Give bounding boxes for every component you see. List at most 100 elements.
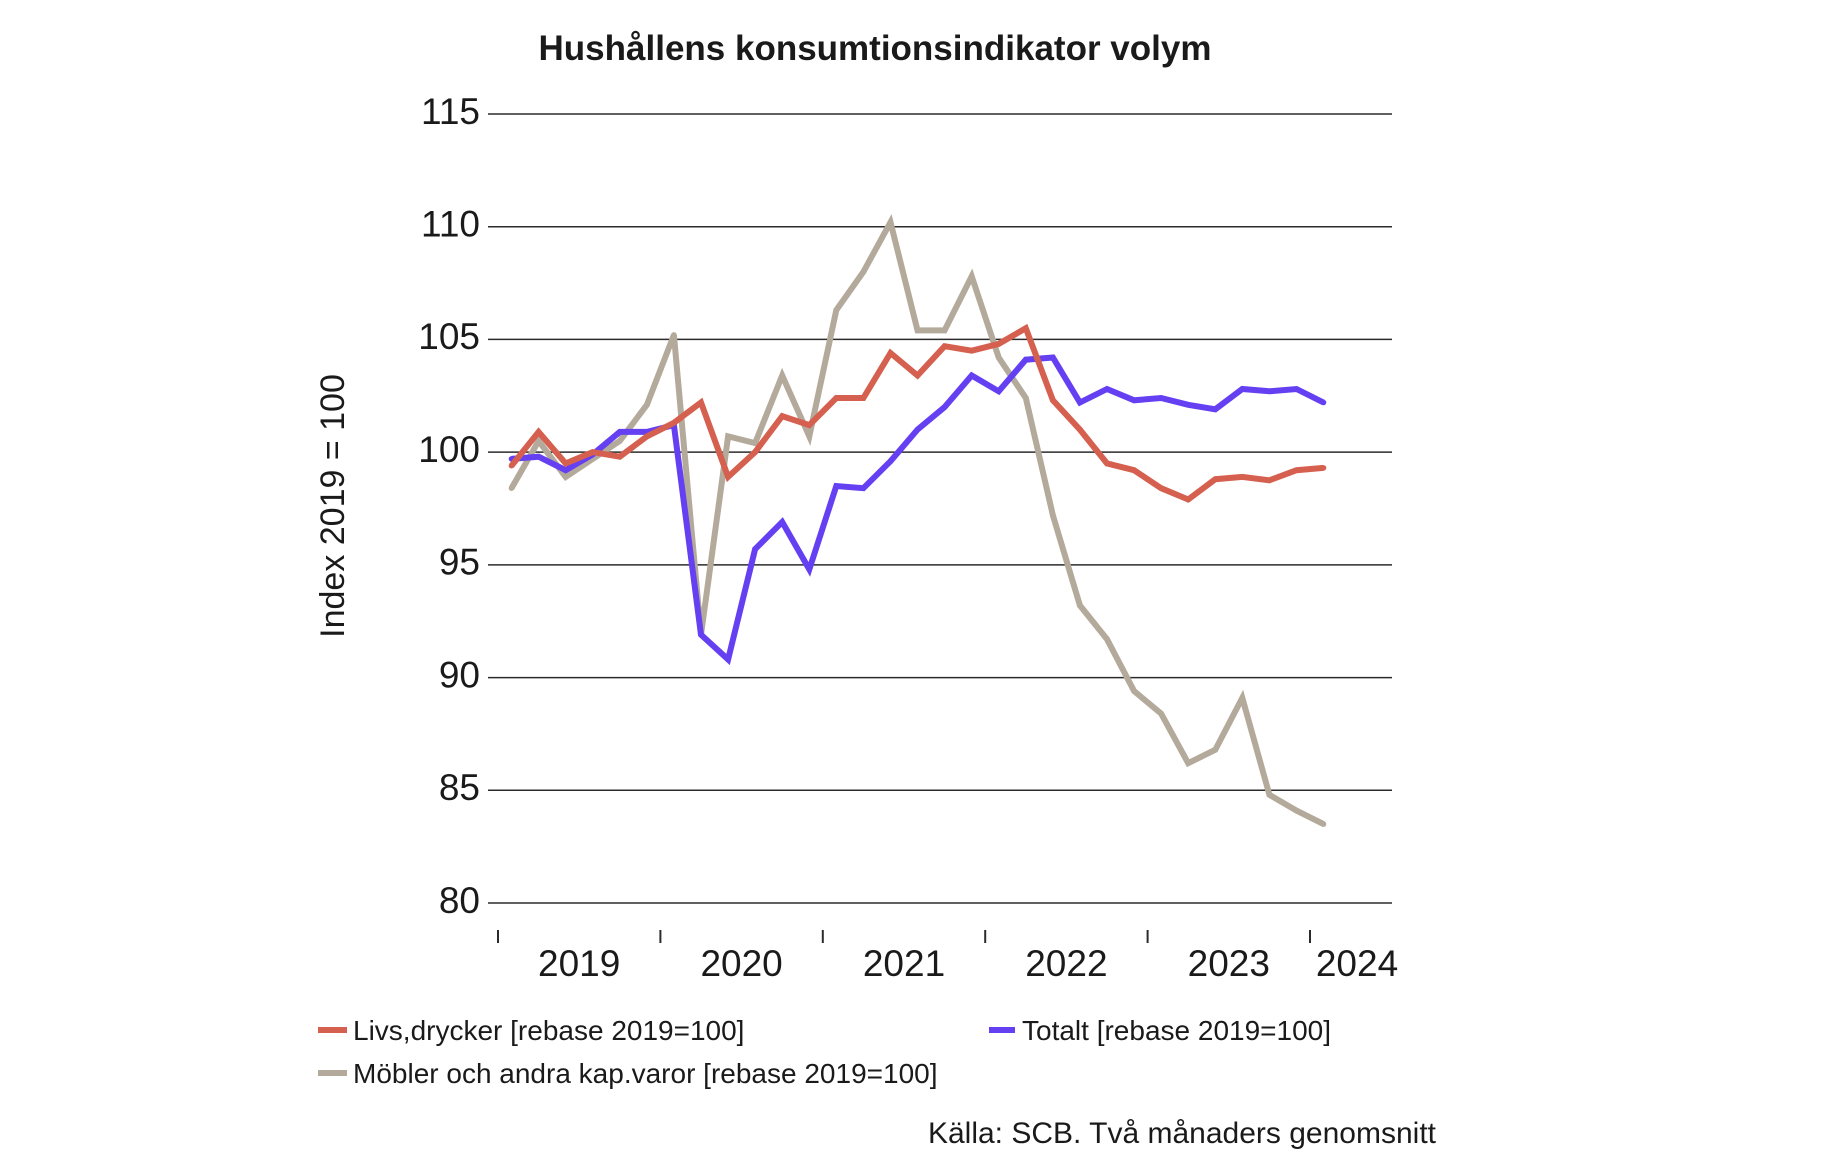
- series-1: [508, 354, 1327, 666]
- data-point: [995, 354, 1002, 361]
- y-tick-label: 100: [418, 429, 480, 470]
- data-point: [1050, 512, 1056, 519]
- data-point: [968, 347, 975, 354]
- legend-item-livs-drycker[interactable]: Livs,drycker [rebase 2019=100]: [318, 1015, 744, 1046]
- data-point: [1185, 496, 1191, 503]
- data-point: [1266, 792, 1273, 798]
- data-point: [1131, 467, 1137, 474]
- data-point: [1293, 467, 1300, 474]
- data-point: [779, 519, 785, 525]
- data-point: [968, 372, 975, 379]
- data-point: [1185, 402, 1191, 408]
- data-point: [1158, 485, 1164, 492]
- data-point: [1131, 688, 1137, 694]
- data-point: [833, 483, 840, 489]
- data-point: [752, 449, 758, 455]
- legend: Livs,drycker [rebase 2019=100] Totalt [r…: [318, 1015, 1331, 1089]
- data-point: [833, 395, 840, 401]
- data-point: [1023, 325, 1029, 332]
- data-point: [779, 413, 785, 419]
- data-point: [1104, 460, 1110, 467]
- data-point: [1185, 760, 1191, 766]
- data-point: [1104, 636, 1110, 642]
- legend-item-mobler[interactable]: Möbler och andra kap.varor [rebase 2019=…: [318, 1058, 938, 1089]
- data-point: [1212, 476, 1219, 483]
- data-point: [1293, 807, 1300, 814]
- data-point: [968, 273, 975, 280]
- series-line-2: [508, 214, 1325, 827]
- data-point: [562, 474, 569, 480]
- data-point: [914, 327, 921, 334]
- data-point: [508, 485, 515, 492]
- x-tick-label: 2021: [863, 943, 945, 984]
- y-tick-label: 105: [418, 316, 480, 357]
- data-point: [1239, 474, 1246, 480]
- x-tick-label: 2023: [1188, 943, 1270, 984]
- data-point: [1266, 388, 1273, 395]
- y-tick-label: 110: [421, 203, 480, 244]
- data-point: [941, 327, 948, 334]
- data-point: [806, 566, 813, 573]
- data-point: [779, 372, 785, 379]
- y-tick-label: 85: [439, 767, 480, 808]
- data-point: [1050, 354, 1056, 361]
- x-tick-label: 2022: [1025, 943, 1107, 984]
- data-point: [1131, 397, 1137, 404]
- source-note: Källa: SCB. Två månaders genomsnitt: [928, 1117, 1437, 1150]
- data-point: [1077, 399, 1083, 406]
- data-point: [644, 402, 650, 408]
- legend-label-mobler: Möbler och andra kap.varor [rebase 2019=…: [353, 1058, 938, 1089]
- series-line-1: [511, 354, 1325, 666]
- x-tick-label: 2020: [700, 943, 782, 984]
- data-point: [1293, 386, 1300, 392]
- series-2: [508, 214, 1327, 827]
- data-point: [1320, 399, 1327, 406]
- legend-label-livs-drycker: Livs,drycker [rebase 2019=100]: [353, 1015, 744, 1046]
- data-point: [860, 269, 867, 275]
- data-point: [806, 422, 813, 428]
- data-point: [508, 462, 515, 469]
- data-point: [644, 433, 650, 440]
- data-point: [671, 420, 677, 426]
- y-tick-label: 80: [439, 880, 480, 921]
- data-point: [535, 453, 542, 460]
- data-point: [860, 395, 867, 401]
- y-tick-label: 95: [439, 542, 480, 583]
- data-point: [860, 485, 867, 492]
- data-point: [617, 429, 623, 435]
- data-point: [1239, 386, 1246, 392]
- data-point: [752, 546, 758, 552]
- data-point: [535, 438, 542, 444]
- data-point: [941, 404, 948, 410]
- x-tick-label: 2024: [1316, 943, 1398, 984]
- data-point: [617, 453, 623, 460]
- data-point: [1212, 746, 1219, 753]
- data-point: [1212, 406, 1219, 413]
- data-point: [1266, 477, 1273, 484]
- data-point: [995, 388, 1002, 395]
- data-point: [1158, 710, 1164, 717]
- chart-title: Hushållens konsumtionsindikator volym: [539, 29, 1212, 68]
- data-point: [752, 440, 758, 446]
- y-axis-label: Index 2019 = 100: [314, 374, 352, 638]
- data-point: [914, 426, 921, 433]
- series-line-0: [509, 323, 1324, 503]
- data-point: [617, 438, 623, 444]
- data-point: [671, 332, 677, 338]
- data-point: [1158, 395, 1164, 401]
- legend-item-totalt[interactable]: Totalt [rebase 2019=100]: [989, 1015, 1331, 1046]
- legend-label-totalt: Totalt [rebase 2019=100]: [1022, 1015, 1331, 1046]
- data-point: [725, 433, 731, 440]
- data-point: [1077, 426, 1083, 433]
- data-point: [887, 458, 894, 465]
- x-tick-label: 2019: [538, 943, 620, 984]
- data-point: [698, 399, 704, 406]
- data-point: [887, 350, 894, 356]
- data-point: [562, 460, 569, 467]
- data-point: [1104, 386, 1110, 392]
- y-tick-label: 90: [439, 654, 480, 695]
- y-tick-label: 115: [421, 91, 480, 132]
- data-point: [589, 449, 596, 455]
- data-point: [1320, 465, 1327, 471]
